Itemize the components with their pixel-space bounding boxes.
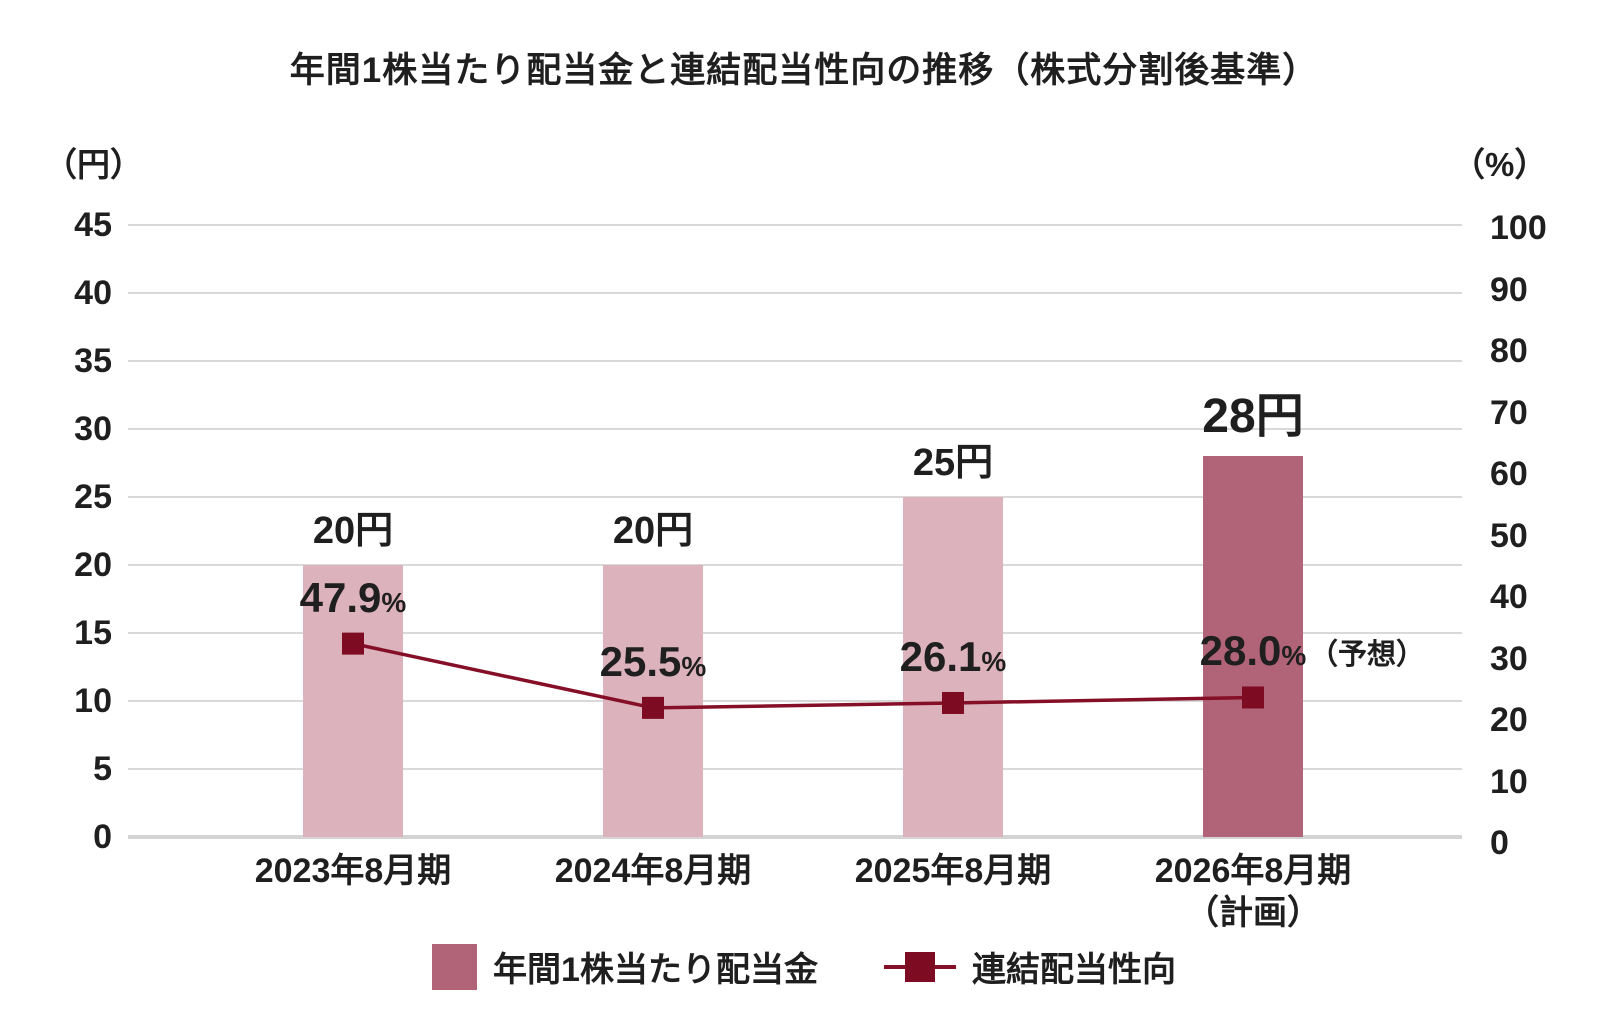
payout-ratio-label-2: 25.5% bbox=[599, 637, 707, 694]
chart-title: 年間1株当たり配当金と連結配当性向の推移（株式分割後基準） bbox=[289, 51, 1319, 90]
right-axis-unit-label: （%） bbox=[1452, 146, 1548, 183]
payout-ratio-marker-4 bbox=[1242, 686, 1264, 709]
legend-item-payout-ratio: 連結配当性向 bbox=[883, 942, 1176, 991]
legend-item-dividend: 年間1株当たり配当金 bbox=[432, 942, 818, 991]
x-label-2: 2024年8月期 bbox=[555, 850, 752, 892]
gridline-30 bbox=[128, 428, 1462, 430]
legend-label-dividend: 年間1株当たり配当金 bbox=[493, 951, 818, 989]
left-tick-45: 45 bbox=[74, 206, 112, 244]
payout-ratio-label-3: 26.1% bbox=[899, 632, 1007, 689]
gridline-20 bbox=[128, 564, 1462, 566]
right-tick-0: 0 bbox=[1490, 824, 1509, 862]
bar-value-label-3: 25円 bbox=[912, 442, 994, 484]
payout-ratio-value-3: 26.1 bbox=[899, 632, 982, 680]
plot-area: 20円 20円 25円 28円 47.9% 25.5% 26.1% 28.0% （予想） bbox=[128, 224, 1462, 839]
right-tick-10: 10 bbox=[1490, 762, 1528, 801]
right-tick-90: 90 bbox=[1490, 270, 1528, 309]
payout-ratio-value-1: 47.9 bbox=[299, 573, 382, 621]
left-tick-15: 15 bbox=[74, 614, 112, 652]
bar-value-label-4: 28円 bbox=[1202, 390, 1304, 444]
bar-value-label-2: 20円 bbox=[612, 510, 694, 552]
gridline-15 bbox=[128, 632, 1462, 634]
right-tick-80: 80 bbox=[1490, 332, 1528, 370]
bar-swatch-icon bbox=[432, 943, 478, 990]
percent-sign-3: % bbox=[981, 645, 1007, 677]
gridline-5 bbox=[128, 768, 1462, 770]
right-tick-40: 40 bbox=[1490, 578, 1528, 616]
left-tick-25: 25 bbox=[74, 478, 112, 516]
right-tick-100: 100 bbox=[1490, 209, 1547, 247]
payout-ratio-marker-1 bbox=[342, 632, 364, 655]
bar-value-label-1: 20円 bbox=[312, 510, 394, 552]
right-tick-30: 30 bbox=[1490, 639, 1528, 678]
line-marker-icon bbox=[883, 944, 956, 990]
gridline-10 bbox=[128, 700, 1462, 702]
legend-label-payout-ratio: 連結配当性向 bbox=[971, 951, 1176, 989]
payout-ratio-label-1: 47.9% bbox=[299, 573, 407, 630]
gridline-25 bbox=[128, 496, 1462, 498]
x-label-1: 2023年8月期 bbox=[255, 850, 452, 892]
payout-ratio-value-2: 25.5 bbox=[599, 637, 682, 685]
x-label-4: 2026年8月期 （計画） bbox=[1155, 850, 1352, 934]
gridline-45 bbox=[128, 224, 1462, 226]
percent-sign-1: % bbox=[381, 586, 407, 618]
payout-ratio-line-layer bbox=[342, 632, 1264, 719]
forecast-note: （予想） bbox=[1309, 639, 1426, 672]
x-axis-line bbox=[128, 835, 1462, 839]
right-tick-70: 70 bbox=[1490, 393, 1528, 432]
x-label-line: 2025年8月期 bbox=[854, 852, 1052, 890]
bar-1 bbox=[303, 565, 403, 837]
x-label-line: 2024年8月期 bbox=[554, 852, 752, 890]
legend: 年間1株当たり配当金 連結配当性向 bbox=[0, 942, 1608, 991]
x-label-3: 2025年8月期 bbox=[855, 850, 1052, 892]
x-label-line: （計画） bbox=[1184, 894, 1321, 932]
bar-4 bbox=[1203, 456, 1303, 837]
left-axis-unit-label: （円） bbox=[44, 146, 143, 183]
x-label-line: 2023年8月期 bbox=[254, 852, 452, 890]
x-label-line: 2026年8月期 bbox=[1154, 852, 1352, 890]
percent-sign-4: % bbox=[1281, 640, 1307, 672]
left-tick-0: 0 bbox=[93, 818, 112, 856]
legend-square-marker bbox=[904, 951, 935, 982]
left-tick-10: 10 bbox=[74, 682, 112, 720]
left-tick-5: 5 bbox=[93, 750, 112, 788]
left-tick-30: 30 bbox=[74, 410, 112, 448]
right-tick-20: 20 bbox=[1490, 701, 1528, 739]
payout-ratio-line bbox=[352, 641, 1254, 710]
gridline-35 bbox=[128, 360, 1462, 362]
left-tick-20: 20 bbox=[74, 546, 112, 584]
left-tick-35: 35 bbox=[74, 342, 112, 380]
payout-ratio-marker-2 bbox=[642, 696, 664, 719]
left-tick-40: 40 bbox=[74, 274, 112, 312]
percent-sign-2: % bbox=[681, 650, 707, 682]
payout-ratio-value-4: 28.0 bbox=[1199, 627, 1282, 675]
right-tick-60: 60 bbox=[1490, 455, 1528, 493]
gridline-40 bbox=[128, 292, 1462, 294]
right-tick-50: 50 bbox=[1490, 516, 1528, 555]
payout-ratio-marker-3 bbox=[942, 691, 964, 714]
payout-ratio-label-4: 28.0% bbox=[1200, 629, 1307, 683]
bar-3 bbox=[903, 497, 1003, 837]
